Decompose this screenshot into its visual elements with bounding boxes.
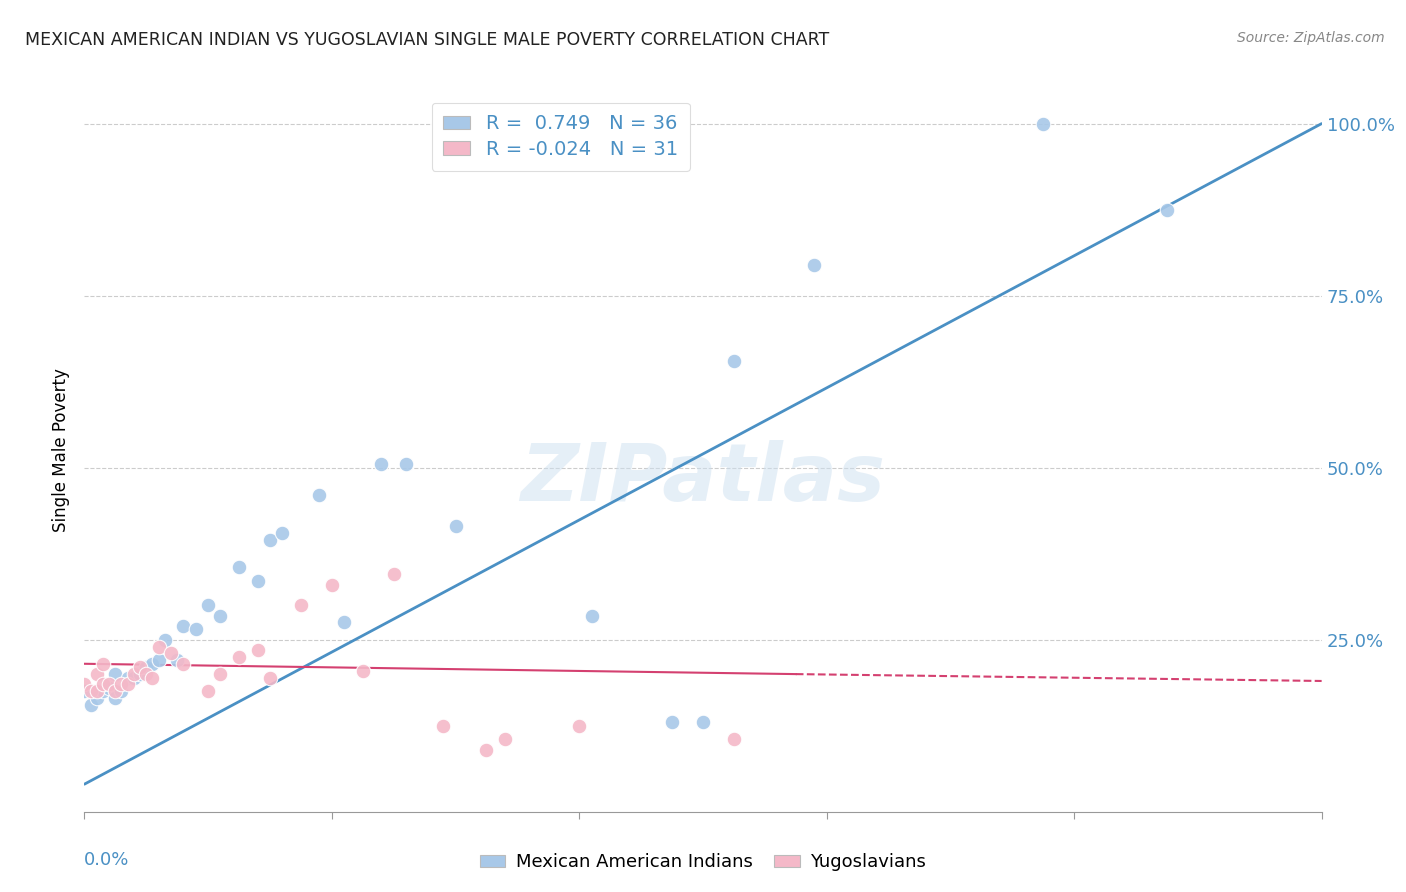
Point: [352, 664, 374, 678]
Point: [271, 526, 294, 541]
Point: [73, 684, 96, 698]
Point: [172, 619, 194, 633]
Point: [197, 599, 219, 613]
Point: [228, 649, 250, 664]
Point: [197, 684, 219, 698]
Point: [91, 684, 114, 698]
Point: [209, 667, 232, 681]
Text: MEXICAN AMERICAN INDIAN VS YUGOSLAVIAN SINGLE MALE POVERTY CORRELATION CHART: MEXICAN AMERICAN INDIAN VS YUGOSLAVIAN S…: [25, 31, 830, 49]
Point: [148, 640, 170, 654]
Point: [129, 660, 152, 674]
Point: [91, 677, 114, 691]
Text: 0.0%: 0.0%: [84, 852, 129, 870]
Point: [86, 684, 108, 698]
Point: [209, 608, 232, 623]
Point: [91, 657, 114, 671]
Point: [104, 684, 127, 698]
Point: [117, 677, 139, 691]
Point: [98, 677, 121, 691]
Point: [290, 599, 312, 613]
Y-axis label: Single Male Poverty: Single Male Poverty: [52, 368, 70, 533]
Point: [79, 684, 101, 698]
Point: [86, 667, 108, 681]
Point: [98, 681, 121, 695]
Point: [581, 608, 603, 623]
Point: [110, 684, 132, 698]
Legend: R =  0.749   N = 36, R = -0.024   N = 31: R = 0.749 N = 36, R = -0.024 N = 31: [432, 103, 690, 170]
Text: ZIPatlas: ZIPatlas: [520, 441, 886, 518]
Point: [228, 560, 250, 574]
Point: [444, 519, 467, 533]
Point: [1156, 202, 1178, 217]
Point: [308, 488, 330, 502]
Point: [246, 574, 269, 589]
Point: [803, 258, 825, 272]
Point: [104, 691, 127, 706]
Point: [135, 667, 157, 681]
Point: [395, 457, 418, 471]
Point: [122, 671, 145, 685]
Point: [1032, 117, 1054, 131]
Point: [723, 354, 745, 368]
Point: [333, 615, 356, 630]
Point: [110, 677, 132, 691]
Point: [494, 732, 516, 747]
Point: [153, 632, 176, 647]
Point: [568, 719, 591, 733]
Point: [661, 715, 683, 730]
Point: [160, 647, 183, 661]
Point: [104, 667, 127, 681]
Point: [172, 657, 194, 671]
Point: [432, 719, 454, 733]
Point: [475, 743, 498, 757]
Point: [692, 715, 714, 730]
Point: [141, 671, 163, 685]
Point: [122, 667, 145, 681]
Point: [184, 623, 207, 637]
Point: [86, 691, 108, 706]
Point: [382, 567, 405, 582]
Point: [141, 657, 163, 671]
Point: [117, 671, 139, 685]
Point: [259, 533, 281, 547]
Point: [259, 671, 281, 685]
Point: [246, 643, 269, 657]
Legend: Mexican American Indians, Yugoslavians: Mexican American Indians, Yugoslavians: [472, 847, 934, 879]
Point: [73, 677, 96, 691]
Point: [135, 660, 157, 674]
Point: [321, 577, 343, 591]
Point: [79, 698, 101, 712]
Point: [723, 732, 745, 747]
Point: [148, 653, 170, 667]
Text: Source: ZipAtlas.com: Source: ZipAtlas.com: [1237, 31, 1385, 45]
Point: [166, 653, 188, 667]
Point: [129, 667, 152, 681]
Point: [370, 457, 392, 471]
